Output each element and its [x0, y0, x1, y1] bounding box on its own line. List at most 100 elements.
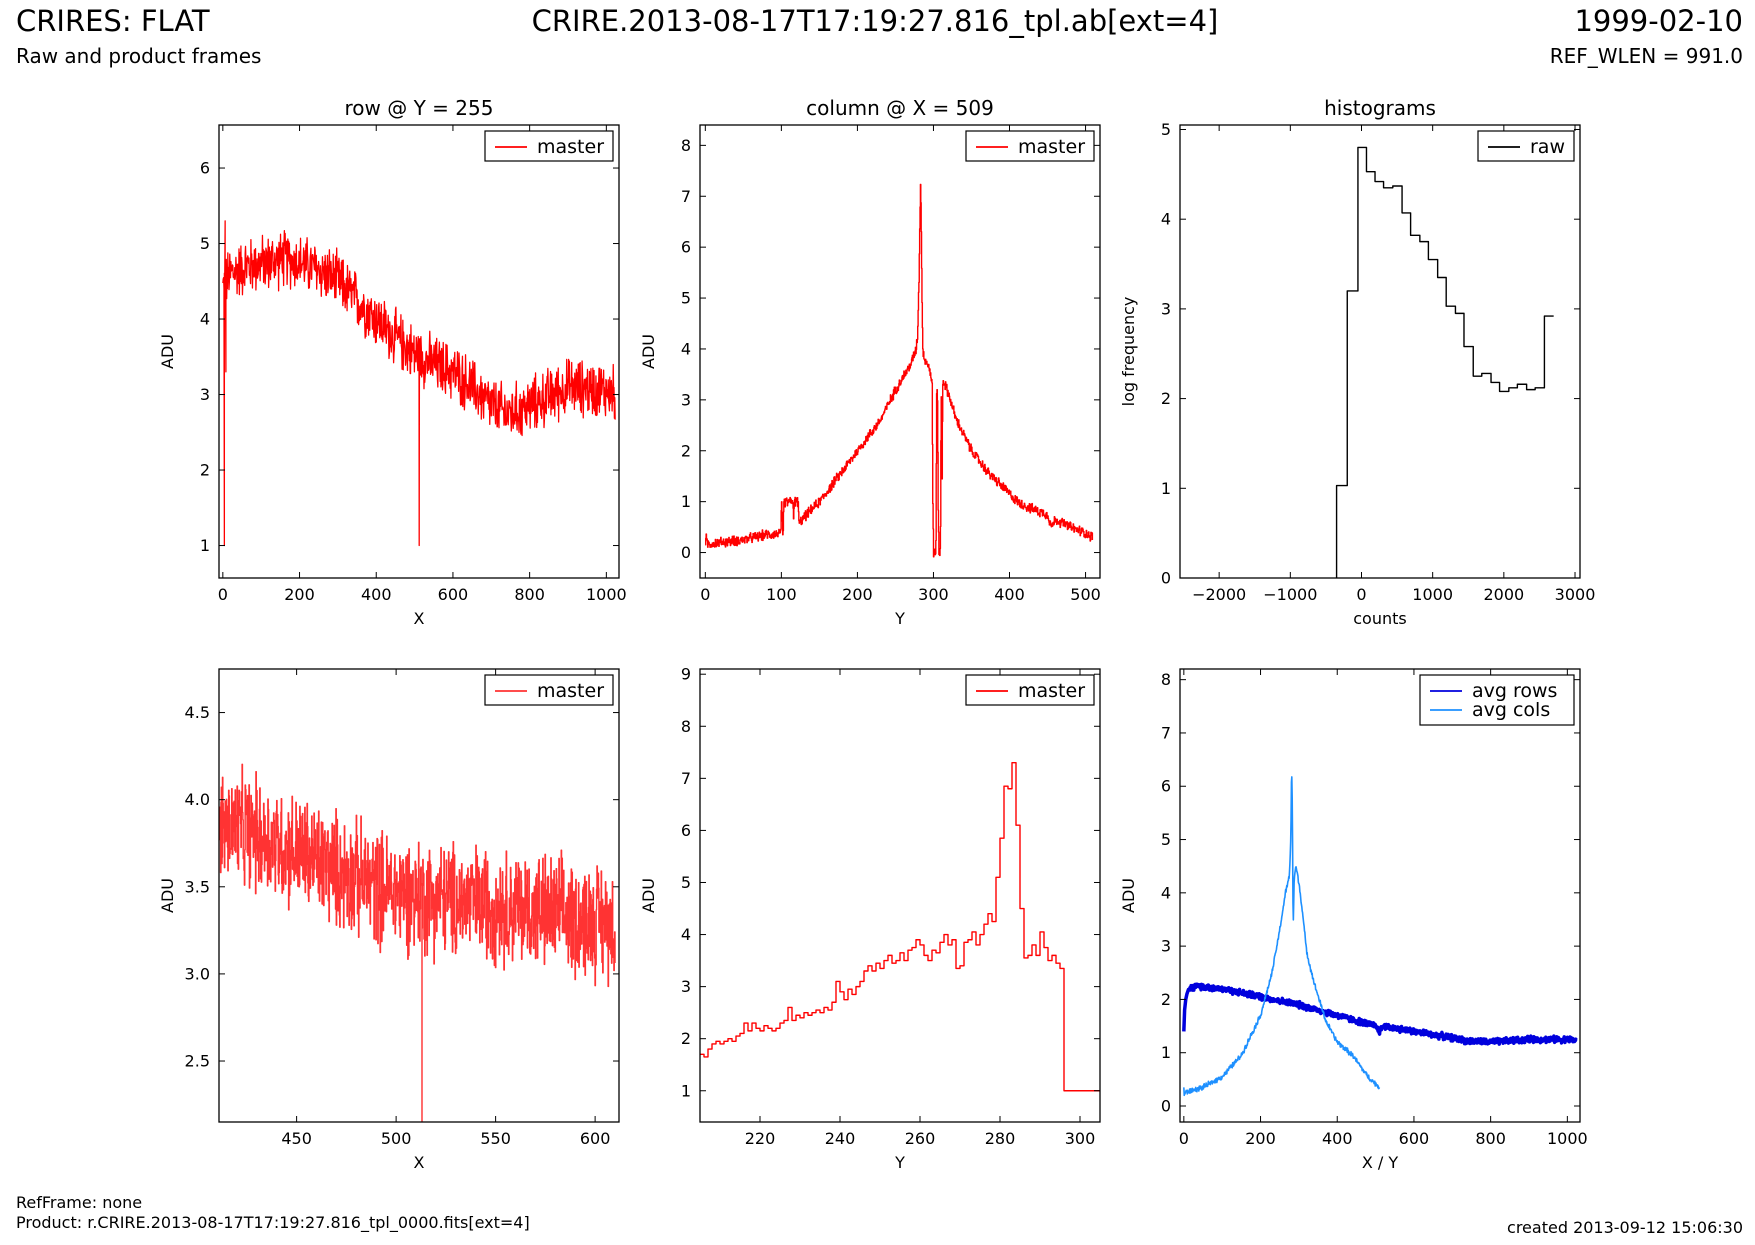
page-title: CRIRES: FLAT — [16, 4, 210, 38]
y-tick-label: 0 — [1161, 1097, 1171, 1116]
x-tick-label: 400 — [361, 585, 392, 604]
y-axis-label: log frequency — [1119, 297, 1138, 407]
file-name: CRIRE.2013-08-17T17:19:27.816_tpl.ab[ext… — [531, 4, 1219, 38]
y-tick-label: 4 — [1161, 210, 1171, 229]
y-tick-label: 3.0 — [185, 964, 210, 983]
x-tick-label: 220 — [745, 1129, 776, 1148]
x-tick-label: 300 — [918, 585, 949, 604]
y-tick-label: 3 — [200, 385, 210, 404]
y-tick-label: 4 — [681, 339, 691, 358]
x-tick-label: 200 — [284, 585, 315, 604]
y-tick-label: 5 — [681, 289, 691, 308]
y-tick-label: 5 — [681, 873, 691, 892]
y-tick-label: 3 — [1161, 299, 1171, 318]
y-tick-label: 7 — [681, 187, 691, 206]
legend: master — [484, 130, 614, 162]
x-tick-label: 200 — [1245, 1129, 1276, 1148]
y-tick-label: 9 — [681, 665, 691, 684]
y-tick-label: 3 — [1161, 937, 1171, 956]
y-axis-label: ADU — [1119, 878, 1138, 913]
legend: raw — [1477, 130, 1575, 162]
chart-title: column @ X = 509 — [806, 96, 994, 120]
x-tick-label: 200 — [842, 585, 873, 604]
product-label: Product: r.CRIRE.2013-08-17T17:19:27.816… — [16, 1213, 530, 1232]
legend-label: avg rows — [1472, 680, 1557, 702]
y-tick-label: 2 — [1161, 990, 1171, 1009]
y-tick-label: 8 — [681, 136, 691, 155]
plot-frame — [218, 668, 620, 1123]
y-tick-label: 8 — [1161, 670, 1171, 689]
y-axis-label: ADU — [639, 878, 658, 913]
legend: master — [965, 674, 1095, 706]
chart-title: histograms — [1324, 96, 1436, 120]
legend-box — [965, 674, 1095, 706]
y-tick-label: 2 — [681, 441, 691, 460]
plot-frame — [1179, 668, 1581, 1123]
y-tick-label: 4 — [681, 925, 691, 944]
y-tick-label: 2.5 — [185, 1052, 210, 1071]
ref-frame-label: RefFrame: none — [16, 1193, 143, 1212]
y-tick-label: 3.5 — [185, 877, 210, 896]
y-tick-label: 4 — [200, 310, 210, 329]
x-tick-label: 280 — [985, 1129, 1016, 1148]
x-tick-label: 800 — [1475, 1129, 1506, 1148]
legend-label: master — [537, 136, 604, 158]
y-tick-label: 4.5 — [185, 703, 210, 722]
y-tick-label: 6 — [681, 238, 691, 257]
x-tick-label: 400 — [994, 585, 1025, 604]
plot-frame — [1179, 124, 1581, 579]
y-tick-label: 5 — [1161, 120, 1171, 139]
chart-avg: 0 200 400 600 800 1000 0 1 2 3 4 5 6 7 8 X / Y ADU avg ro… — [1119, 668, 1588, 1172]
y-axis-label: ADU — [158, 878, 177, 913]
x-tick-label: −1000 — [1263, 585, 1317, 604]
chart-row: 0 200 400 600 800 1000 1 2 3 4 5 6 X ADU row @ Y = 255… — [158, 96, 627, 628]
y-axis-label: ADU — [639, 334, 658, 369]
y-tick-label: 1 — [1161, 479, 1171, 498]
x-tick-label: 0 — [1356, 585, 1366, 604]
plot-frame — [699, 124, 1101, 579]
x-tick-label: 550 — [480, 1129, 511, 1148]
chart-column-zoom: 220 240 260 280 300 1 2 3 4 5 6 7 8 9 Y ADU master — [639, 665, 1101, 1172]
x-tick-label: 600 — [438, 585, 469, 604]
x-tick-label: 260 — [905, 1129, 936, 1148]
legend: master — [965, 130, 1095, 162]
x-axis-label: X / Y — [1362, 1153, 1399, 1172]
x-tick-label: 0 — [700, 585, 710, 604]
date-label: 1999-02-10 — [1574, 4, 1743, 38]
y-tick-label: 4.0 — [185, 790, 210, 809]
y-tick-label: 1 — [1161, 1043, 1171, 1062]
legend-label: master — [1018, 680, 1085, 702]
x-tick-label: 1000 — [586, 585, 627, 604]
x-tick-label: 3000 — [1555, 585, 1596, 604]
y-tick-label: 2 — [200, 461, 210, 480]
legend-box — [484, 130, 614, 162]
legend-label: raw — [1530, 136, 1565, 158]
x-tick-label: 500 — [381, 1129, 412, 1148]
chart-histograms: −2000 −1000 0 1000 2000 3000 0 1 2 3 4 5 counts log f… — [1119, 96, 1595, 628]
y-tick-label: 6 — [681, 821, 691, 840]
chart-column: 0 100 200 300 400 500 0 1 2 3 4 5 6 7 8 Y ADU column @ X … — [639, 96, 1101, 628]
y-tick-label: 2 — [681, 1029, 691, 1048]
x-tick-label: 2000 — [1483, 585, 1524, 604]
series-line-master — [700, 762, 1100, 1092]
page-subtitle: Raw and product frames — [16, 44, 262, 68]
y-tick-label: 6 — [200, 159, 210, 178]
legend-label: avg cols — [1472, 699, 1550, 721]
x-axis-label: Y — [894, 1153, 905, 1172]
series-line-master — [219, 763, 616, 1122]
x-tick-label: 500 — [1070, 585, 1101, 604]
x-axis-label: counts — [1353, 609, 1406, 628]
plot-frame — [699, 668, 1101, 1123]
ref-wlen-label: REF_WLEN = 991.0 — [1549, 44, 1743, 68]
series-line-master — [222, 220, 616, 547]
plot-frame — [218, 124, 620, 579]
y-tick-label: 7 — [1161, 723, 1171, 742]
y-tick-label: 2 — [1161, 389, 1171, 408]
x-tick-label: 600 — [580, 1129, 611, 1148]
series-line-avg-rows — [1182, 982, 1578, 1046]
y-tick-label: 1 — [681, 492, 691, 511]
x-tick-label: 1000 — [1412, 585, 1453, 604]
y-tick-label: 5 — [200, 234, 210, 253]
x-axis-label: X — [414, 609, 425, 628]
